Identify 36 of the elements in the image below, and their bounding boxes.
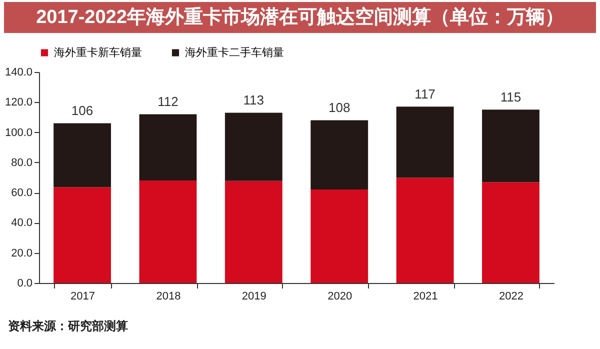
- bar: [54, 123, 111, 188]
- bar: [54, 187, 111, 283]
- total-label: 112: [158, 94, 178, 110]
- total-label: 106: [71, 103, 94, 118]
- y-tick-label: 20.0: [11, 247, 32, 260]
- x-tick-label: 2017: [70, 290, 96, 302]
- y-tick-label: 100.0: [4, 126, 32, 139]
- bar: [139, 180, 197, 283]
- legend-label: 海外重卡二手车销量: [185, 46, 284, 59]
- y-tick-label: 40.0: [11, 217, 32, 230]
- total-label: 115: [500, 90, 522, 105]
- chart-title: 2017-2022年海外重卡市场潜在可触达空间测算（单位：万辆）: [4, 2, 596, 33]
- y-tick-label: 60.0: [11, 187, 32, 200]
- bar: [224, 112, 282, 181]
- bar: [224, 180, 282, 283]
- x-tick-label: 2019: [242, 290, 266, 302]
- x-tick-label: 2021: [413, 290, 438, 302]
- bar: [310, 120, 368, 190]
- total-label: 108: [328, 100, 350, 116]
- legend-label: 海外重卡新车销量: [54, 46, 142, 59]
- total-label: 117: [414, 86, 436, 102]
- bar: [396, 106, 454, 178]
- x-tick-label: 2018: [156, 290, 181, 302]
- y-tick-label: 80.0: [11, 156, 32, 169]
- x-tick-label: 2020: [328, 290, 352, 302]
- bar: [310, 190, 368, 283]
- bar: [396, 178, 454, 283]
- bar: [482, 110, 540, 182]
- bar: [139, 114, 197, 181]
- total-label: 113: [243, 92, 264, 108]
- text: 资料来源：研究部测算: [8, 318, 128, 335]
- bar: [482, 182, 540, 283]
- y-tick-label: 120.0: [4, 96, 32, 109]
- y-tick-label: 0.0: [17, 278, 32, 290]
- x-tick-label: 2022: [498, 290, 524, 302]
- y-tick-label: 140.0: [4, 66, 32, 78]
